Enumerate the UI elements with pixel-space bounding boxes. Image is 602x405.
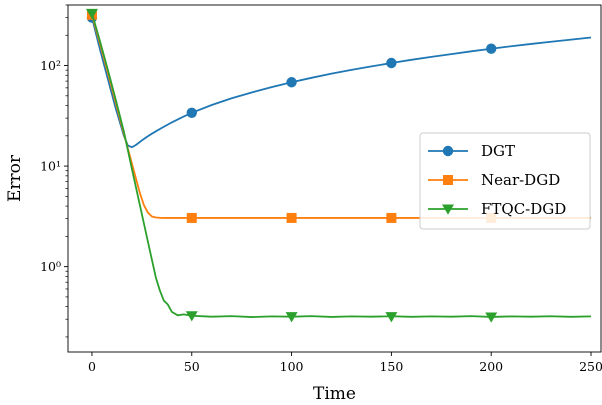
x-tick-label: 200 [479,359,503,374]
legend-label-dgt: DGT [481,142,515,160]
axis-ticks: 0 50 100 150 200 250 10⁰ 10¹ 10² [40,4,602,374]
data-point-ftqc-dgd [185,311,198,322]
x-tick-label: 150 [379,359,403,374]
legend: DGT Near-DGD FTQC-DGD [419,132,591,230]
data-point-dgt [186,107,197,118]
legend-marker-near-dgd [443,175,453,185]
x-tick-label: 50 [184,359,200,374]
data-point-near-dgd [186,212,197,223]
data-point-dgt [286,77,297,88]
data-point-near-dgd [286,212,297,223]
legend-box [419,132,591,230]
x-axis-title: Time [313,384,356,404]
series-line-dgt [91,17,592,149]
data-point-ftqc-dgd [485,312,498,323]
x-tick-label: 0 [88,359,96,374]
series-line-ftqc-dgd [91,13,592,318]
y-tick-label: 10¹ [40,159,61,174]
plot-frame [67,4,602,353]
data-point-ftqc-dgd [385,312,398,323]
data-point-dgt [486,43,497,54]
legend-label-ftqc-dgd: FTQC-DGD [481,200,566,218]
data-point-near-dgd [386,212,397,223]
x-tick-label: 100 [280,359,304,374]
y-axis-title: Error [5,154,25,202]
legend-marker-dgt [442,145,454,157]
data-point-ftqc-dgd [285,312,298,323]
legend-label-near-dgd: Near-DGD [481,171,560,189]
legend-marker-ftqc-dgd [442,204,454,215]
data-point-dgt [386,57,397,69]
x-tick-label: 250 [579,359,602,374]
plot-content [85,8,592,323]
y-tick-label: 10⁰ [40,259,61,274]
data-point-ftqc-dgd [85,8,98,20]
y-tick-label: 10² [40,58,61,73]
